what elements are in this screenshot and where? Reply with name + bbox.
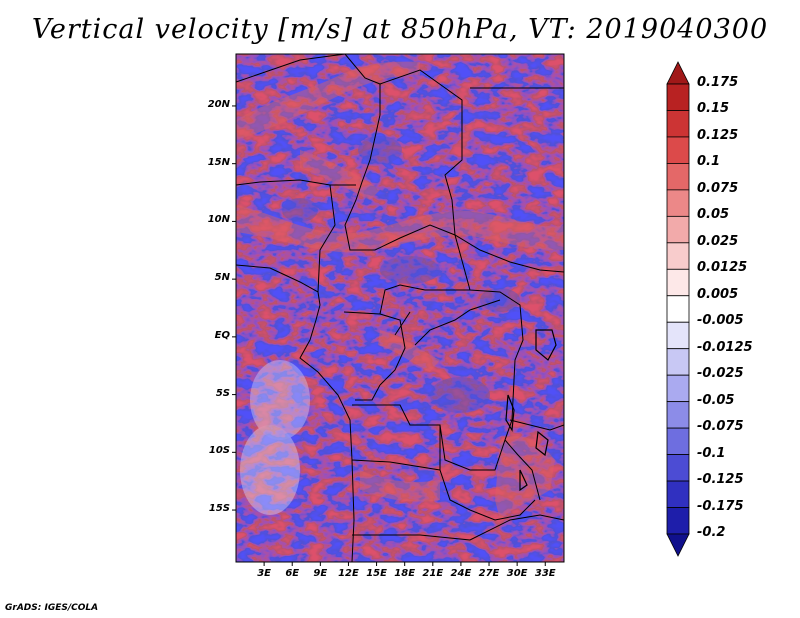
lon-label: 18E (394, 568, 416, 579)
colorbar-label: -0.05 (697, 392, 735, 408)
colorbar-label: -0.175 (697, 498, 744, 514)
colorbar-bin (666, 374, 690, 403)
colorbar-bin (666, 480, 690, 508)
lat-label: 15N (207, 156, 230, 168)
lat-label: 10S (208, 445, 230, 457)
lon-label: 21E (422, 568, 444, 579)
colorbar-label: -0.125 (697, 472, 744, 488)
colorbar-bin (666, 507, 690, 535)
colorbar-label: 0.0125 (697, 260, 748, 276)
colorbar-bin (666, 348, 690, 376)
lat-label: 5N (214, 272, 230, 284)
colorbar-label: -0.1 (697, 445, 726, 461)
colorbar-bin (666, 61, 690, 85)
colorbar-bin (666, 268, 690, 297)
lon-label: 24E (450, 568, 472, 579)
colorbar-bin (666, 215, 690, 244)
colorbar-label: 0.05 (697, 207, 730, 223)
lon-label: 27E (478, 568, 500, 579)
map-frame (235, 53, 565, 563)
colorbar-bin (666, 136, 690, 164)
colorbar-bin (666, 163, 690, 191)
colorbar-bin (666, 189, 690, 217)
colorbar-label: -0.0125 (697, 339, 753, 355)
colorbar-label: 0.15 (697, 101, 730, 117)
lon-label: 12E (338, 568, 359, 579)
colorbar-label: 0.125 (697, 127, 739, 143)
colorbar-bin (666, 110, 690, 138)
lat-label: 10N (207, 214, 230, 226)
lon-label: 30E (506, 568, 528, 579)
colorbar-bin (666, 83, 690, 111)
colorbar-label: 0.1 (697, 154, 721, 170)
lat-label: 20N (207, 98, 230, 110)
colorbar-label: -0.025 (697, 366, 744, 382)
colorbar-label: -0.075 (697, 419, 744, 435)
country-borders (236, 54, 564, 562)
lon-label: 6E (285, 568, 300, 579)
colorbar-bin (666, 427, 690, 455)
lon-label: 3E (257, 568, 271, 579)
colorbar-label: 0.175 (697, 75, 739, 90)
velocity-field (236, 54, 564, 562)
colorbar-bin (666, 242, 690, 270)
lat-label: 15S (208, 503, 230, 515)
colorbar-bin (666, 454, 690, 482)
colorbar-bin (666, 533, 690, 557)
colorbar-label: -0.2 (697, 525, 726, 540)
lat-label: EQ (214, 329, 230, 341)
colorbar-label: 0.005 (697, 286, 739, 302)
lon-label: 9E (313, 568, 328, 579)
colorbar-bin (666, 295, 690, 323)
colorbar-bin (666, 321, 690, 350)
chart-title: Vertical velocity [m/s] at 850hPa, VT: 2… (31, 14, 769, 45)
lon-label: 33E (534, 568, 556, 579)
lat-label: 5S (215, 387, 230, 399)
colorbar-label: -0.005 (697, 313, 744, 329)
colorbar-label: 0.025 (697, 233, 739, 249)
colorbar-label: 0.075 (697, 180, 739, 196)
lon-label: 15E (366, 568, 387, 579)
colorbar-bin (666, 401, 690, 429)
grads-credit: GrADS: IGES/COLA (5, 603, 99, 613)
